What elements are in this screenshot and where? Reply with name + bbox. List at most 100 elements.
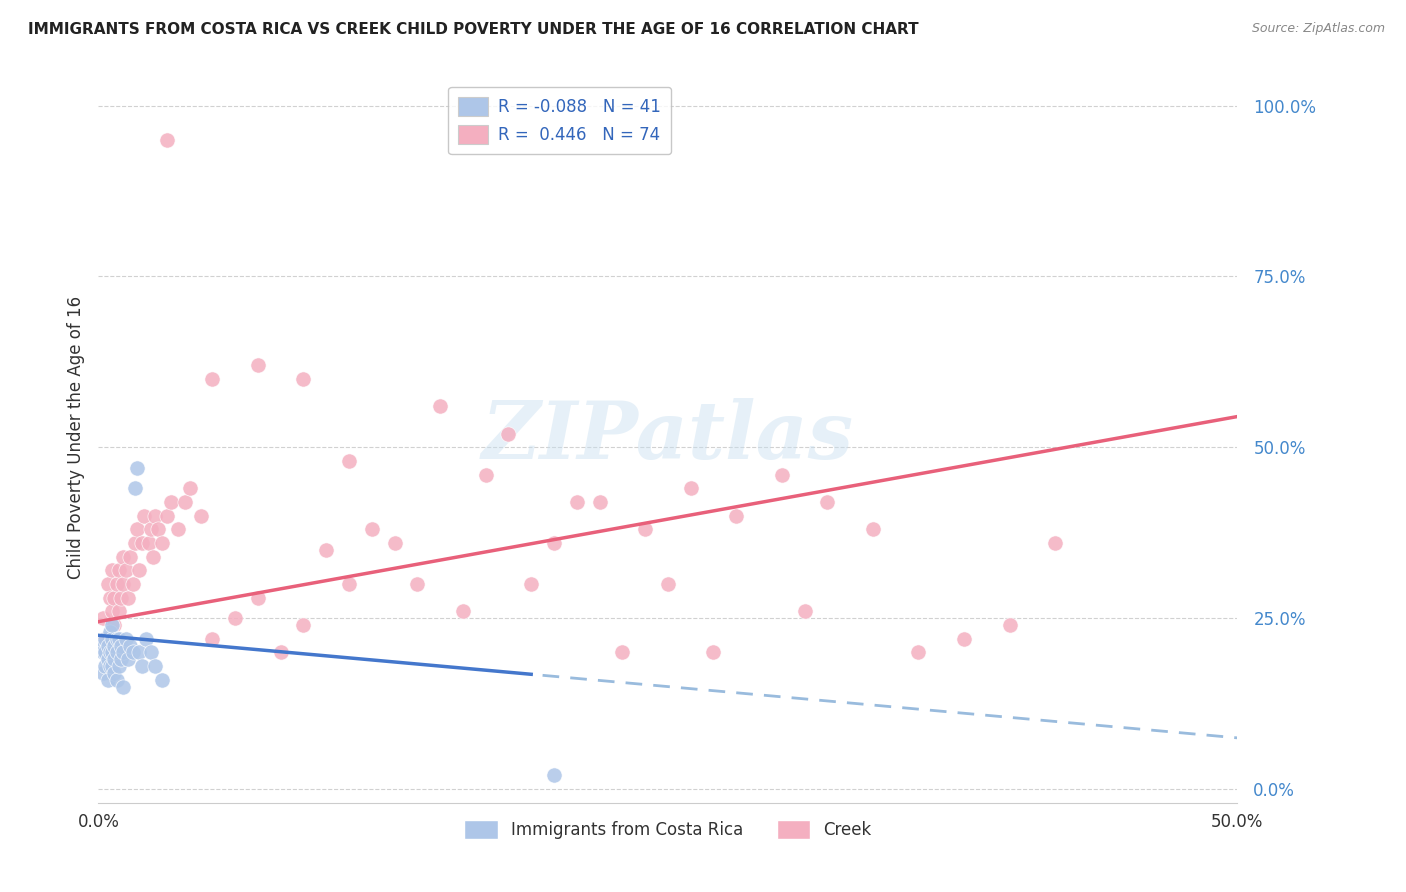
- Point: [110, 652, 132, 666]
- Point: [96, 577, 118, 591]
- Point: [815, 495, 838, 509]
- Point: [103, 618, 125, 632]
- Point: [110, 591, 132, 605]
- Point: [179, 481, 201, 495]
- Point: [108, 563, 131, 577]
- Point: [117, 591, 139, 605]
- Legend: Immigrants from Costa Rica, Creek: Immigrants from Costa Rica, Creek: [457, 814, 879, 846]
- Point: [98, 624, 121, 639]
- Point: [793, 604, 815, 618]
- Point: [112, 577, 135, 591]
- Point: [94, 645, 117, 659]
- Point: [128, 645, 150, 659]
- Point: [114, 563, 136, 577]
- Point: [998, 618, 1021, 632]
- Point: [101, 645, 124, 659]
- Point: [634, 522, 657, 536]
- Point: [146, 522, 169, 536]
- Point: [103, 652, 125, 666]
- Point: [160, 495, 183, 509]
- Point: [770, 467, 793, 482]
- Point: [90, 639, 112, 653]
- Point: [520, 577, 543, 591]
- Point: [657, 577, 679, 591]
- Point: [91, 665, 114, 680]
- Point: [474, 467, 496, 482]
- Point: [110, 639, 132, 653]
- Point: [565, 495, 588, 509]
- Point: [120, 639, 142, 653]
- Point: [612, 645, 634, 659]
- Point: [132, 508, 155, 523]
- Point: [292, 372, 315, 386]
- Point: [337, 577, 360, 591]
- Point: [142, 549, 165, 564]
- Point: [105, 673, 128, 687]
- Point: [543, 768, 565, 782]
- Point: [451, 604, 474, 618]
- Text: Source: ZipAtlas.com: Source: ZipAtlas.com: [1251, 22, 1385, 36]
- Point: [94, 632, 117, 646]
- Point: [91, 611, 114, 625]
- Point: [156, 508, 179, 523]
- Point: [105, 632, 128, 646]
- Point: [91, 645, 114, 659]
- Point: [246, 591, 269, 605]
- Point: [124, 536, 146, 550]
- Point: [96, 673, 118, 687]
- Point: [150, 673, 173, 687]
- Point: [543, 536, 565, 550]
- Point: [112, 680, 135, 694]
- Point: [103, 591, 125, 605]
- Point: [108, 604, 131, 618]
- Point: [112, 549, 135, 564]
- Point: [139, 522, 162, 536]
- Point: [145, 508, 167, 523]
- Point: [360, 522, 382, 536]
- Point: [1043, 536, 1066, 550]
- Point: [124, 481, 146, 495]
- Point: [201, 372, 224, 386]
- Point: [862, 522, 884, 536]
- Point: [150, 536, 173, 550]
- Point: [156, 133, 179, 147]
- Point: [103, 639, 125, 653]
- Point: [98, 591, 121, 605]
- Point: [105, 577, 128, 591]
- Point: [315, 542, 337, 557]
- Point: [127, 460, 149, 475]
- Point: [131, 659, 153, 673]
- Point: [167, 522, 190, 536]
- Point: [270, 645, 292, 659]
- Point: [101, 632, 124, 646]
- Point: [190, 508, 212, 523]
- Point: [101, 659, 124, 673]
- Point: [384, 536, 406, 550]
- Point: [907, 645, 929, 659]
- Point: [498, 426, 520, 441]
- Point: [139, 645, 162, 659]
- Point: [121, 577, 143, 591]
- Point: [108, 632, 131, 646]
- Point: [128, 563, 150, 577]
- Point: [429, 400, 451, 414]
- Point: [98, 645, 121, 659]
- Point: [292, 618, 315, 632]
- Point: [121, 645, 143, 659]
- Text: IMMIGRANTS FROM COSTA RICA VS CREEK CHILD POVERTY UNDER THE AGE OF 16 CORRELATIO: IMMIGRANTS FROM COSTA RICA VS CREEK CHIL…: [28, 22, 918, 37]
- Point: [588, 495, 610, 509]
- Point: [105, 645, 128, 659]
- Point: [679, 481, 702, 495]
- Point: [108, 659, 131, 673]
- Point: [725, 508, 748, 523]
- Point: [174, 495, 197, 509]
- Point: [246, 359, 269, 373]
- Point: [224, 611, 246, 625]
- Point: [98, 645, 121, 659]
- Point: [96, 652, 118, 666]
- Point: [702, 645, 724, 659]
- Point: [337, 454, 360, 468]
- Point: [98, 659, 121, 673]
- Point: [406, 577, 429, 591]
- Point: [105, 632, 128, 646]
